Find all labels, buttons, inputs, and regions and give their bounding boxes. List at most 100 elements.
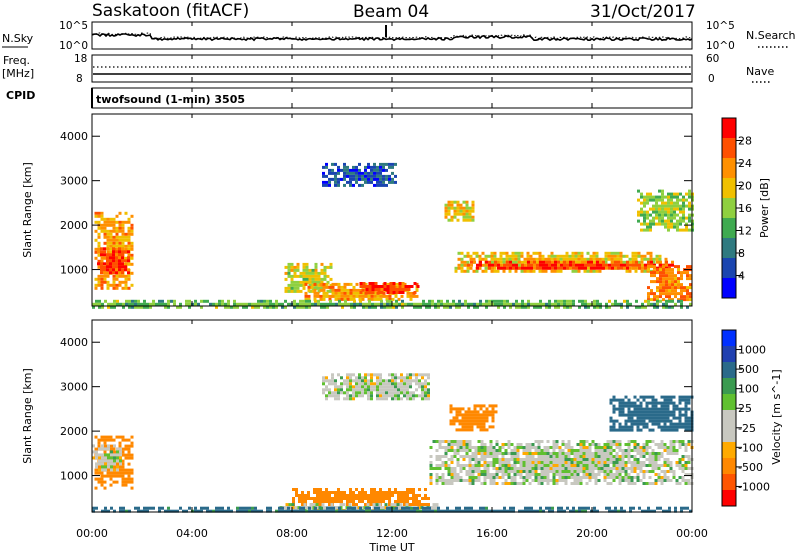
heatmap-cell xyxy=(334,494,337,497)
heatmap-cell xyxy=(121,483,125,487)
heatmap-cell xyxy=(320,262,324,266)
heatmap-cell xyxy=(118,253,121,257)
heatmap-cell xyxy=(391,391,394,395)
heatmap-cell xyxy=(542,260,545,264)
heatmap-cell xyxy=(275,302,278,306)
heatmap-cell xyxy=(473,305,476,309)
heatmap-cell xyxy=(395,509,398,513)
power-colorbar-label: Power [dB] xyxy=(758,178,771,238)
heatmap-cell xyxy=(522,449,526,452)
heatmap-cell xyxy=(626,263,629,267)
heatmap-cell xyxy=(382,294,386,298)
heatmap-cell xyxy=(101,447,104,451)
heatmap-cell xyxy=(394,376,397,380)
heatmap-cell xyxy=(585,467,589,470)
heatmap-cell xyxy=(392,282,396,285)
heatmap-cell xyxy=(343,285,347,289)
heatmap-cell xyxy=(499,263,503,267)
heatmap-cell xyxy=(106,250,110,254)
heatmap-cell xyxy=(365,305,368,309)
heatmap-cell xyxy=(674,295,677,299)
heatmap-cell xyxy=(106,223,110,227)
heatmap-cell xyxy=(379,177,382,181)
heatmap-cell xyxy=(305,509,308,513)
heatmap-cell xyxy=(352,285,356,289)
heatmap-cell xyxy=(603,452,607,455)
heatmap-cell xyxy=(450,470,454,473)
heatmap-cell xyxy=(663,428,667,432)
heatmap-cell xyxy=(146,509,149,513)
heatmap-cell xyxy=(230,509,233,513)
heatmap-cell xyxy=(688,216,691,220)
heatmap-cell xyxy=(449,302,452,306)
heatmap-cell xyxy=(97,480,101,484)
heatmap-cell xyxy=(459,212,463,216)
heatmap-cell xyxy=(645,395,649,399)
heatmap-cell xyxy=(115,220,119,224)
heatmap-cell xyxy=(485,407,489,411)
heatmap-cell xyxy=(581,263,584,267)
y-tick-label: 1000 xyxy=(60,470,88,483)
heatmap-cell xyxy=(421,385,424,389)
heatmap-cell xyxy=(582,470,586,473)
heatmap-cell xyxy=(485,506,488,510)
heatmap-cell xyxy=(651,395,655,399)
heatmap-cell xyxy=(299,299,302,303)
heatmap-cell xyxy=(566,299,569,303)
heatmap-cell xyxy=(531,479,535,482)
heatmap-cell xyxy=(678,461,682,464)
heatmap-cell xyxy=(346,379,349,383)
colorbar-swatch xyxy=(722,238,736,259)
heatmap-cell xyxy=(427,497,430,500)
heatmap-cell xyxy=(370,373,373,377)
heatmap-cell xyxy=(444,461,448,464)
heatmap-cell xyxy=(307,294,311,298)
heatmap-cell xyxy=(346,382,349,386)
heatmap-cell xyxy=(579,449,583,452)
heatmap-cell xyxy=(382,497,385,500)
heatmap-cell xyxy=(669,443,673,446)
heatmap-cell xyxy=(152,506,155,510)
heatmap-cell xyxy=(377,506,380,510)
heatmap-cell xyxy=(112,256,115,260)
heatmap-cell xyxy=(666,464,670,467)
heatmap-cell xyxy=(519,470,523,473)
heatmap-cell xyxy=(660,452,664,455)
heatmap-cell xyxy=(642,464,646,467)
heatmap-cell xyxy=(392,291,396,294)
heatmap-cell xyxy=(427,373,430,377)
heatmap-cell xyxy=(657,473,661,476)
heatmap-cell xyxy=(582,449,586,452)
heatmap-cell xyxy=(342,503,346,507)
heatmap-cell xyxy=(107,453,110,457)
heatmap-cell xyxy=(435,476,439,479)
heatmap-cell xyxy=(122,305,125,309)
heatmap-cell xyxy=(684,404,688,408)
heatmap-cell xyxy=(388,391,391,395)
velocity-panel-frame xyxy=(91,319,693,513)
heatmap-cell xyxy=(578,509,581,513)
heatmap-cell xyxy=(212,509,215,513)
heatmap-cell xyxy=(579,476,583,479)
heatmap-cell xyxy=(586,269,590,273)
heatmap-cell xyxy=(651,428,655,432)
heatmap-cell xyxy=(424,488,427,491)
heatmap-cell xyxy=(673,210,676,214)
heatmap-cell xyxy=(106,253,109,257)
heatmap-cell xyxy=(337,488,340,491)
heatmap-cell xyxy=(383,285,387,288)
heatmap-cell xyxy=(269,305,272,309)
heatmap-cell xyxy=(689,286,692,290)
heatmap-cell xyxy=(513,467,517,470)
heatmap-cell xyxy=(140,509,143,513)
heatmap-cell xyxy=(647,295,650,299)
heatmap-cell xyxy=(349,397,352,401)
heatmap-cell xyxy=(109,259,112,263)
noise-sky-label: N.Sky xyxy=(2,32,34,45)
heatmap-cell xyxy=(684,473,688,476)
heatmap-cell xyxy=(507,473,511,476)
heatmap-cell xyxy=(176,509,179,513)
heatmap-cell xyxy=(322,297,326,301)
heatmap-cell xyxy=(639,461,643,464)
heatmap-cell xyxy=(609,419,613,423)
